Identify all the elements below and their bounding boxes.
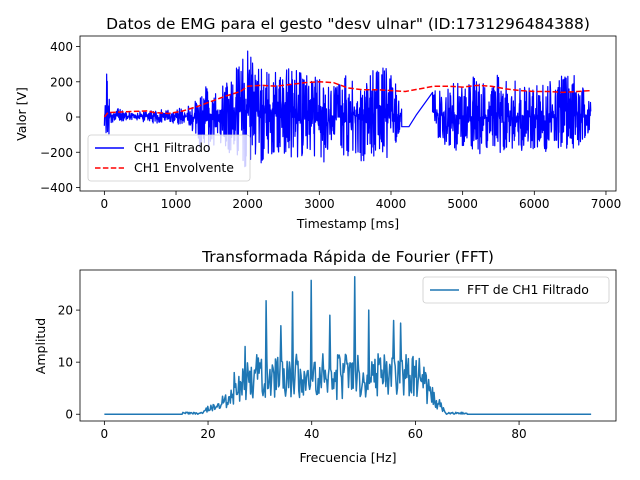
- emg-ticks: 0 1000 2000 3000 4000 5000 6000 7000 −400 −200 0 20…: [40, 40, 621, 211]
- fft-xlabel: Frecuencia [Hz]: [300, 450, 397, 465]
- fft-ticks: 0 20 40 60 80 0 10 20: [58, 304, 527, 441]
- emg-xlabel: Timestamp [ms]: [296, 216, 399, 231]
- emg-legend-label-filtrado: CH1 Filtrado: [134, 140, 211, 155]
- fft-legend: FFT de CH1 Filtrado: [422, 276, 610, 304]
- fft-chart: Transformada Rápida de Fourier (FFT) 0 20…: [33, 248, 617, 465]
- emg-plot-area: [103, 50, 592, 168]
- emg-legend-box: [87, 134, 251, 182]
- emg-xtick-label: 6000: [519, 197, 550, 211]
- emg-legend: CH1 Filtrado CH1 Envolvente: [87, 134, 251, 182]
- emg-xtick-label: 4000: [376, 197, 407, 211]
- emg-ylabel: Valor [V]: [14, 87, 29, 141]
- emg-xtick-label: 0: [101, 197, 109, 211]
- emg-legend-label-envolvente: CH1 Envolvente: [134, 160, 234, 175]
- fft-xtick-label: 40: [304, 427, 319, 441]
- emg-ytick-label: −400: [40, 181, 73, 195]
- fft-xtick-label: 60: [408, 427, 423, 441]
- emg-xtick-label: 7000: [591, 197, 622, 211]
- emg-ytick-label: −200: [40, 146, 73, 160]
- emg-chart-title: Datos de EMG para el gesto "desv ulnar" …: [106, 15, 590, 33]
- emg-ytick-label: 0: [65, 111, 73, 125]
- fft-axes-frame: [79, 269, 617, 422]
- fft-legend-box: [422, 276, 610, 304]
- emg-ytick-label: 200: [50, 75, 73, 89]
- fft-ytick-label: 10: [58, 356, 73, 370]
- emg-xtick-label: 5000: [447, 197, 478, 211]
- emg-series-group: [103, 50, 592, 168]
- fft-xtick-label: 0: [101, 427, 109, 441]
- fft-series-group: [104, 276, 592, 415]
- emg-ytick-label: 400: [50, 40, 73, 54]
- series-ch1-filtrado-line: [103, 50, 592, 168]
- fft-plot-area: [104, 276, 592, 415]
- fft-legend-label: FFT de CH1 Filtrado: [467, 282, 589, 297]
- emg-xtick-label: 2000: [232, 197, 263, 211]
- fft-ylabel: Amplitud: [33, 318, 48, 374]
- fft-ytick-label: 20: [58, 304, 73, 318]
- fft-ytick-label: 0: [65, 408, 73, 422]
- emg-xtick-label: 1000: [161, 197, 192, 211]
- series-ch1-envolvente-line: [103, 81, 591, 118]
- series-fft-line: [104, 276, 592, 415]
- fft-xtick-label: 80: [511, 427, 526, 441]
- emg-chart: Datos de EMG para el gesto "desv ulnar" …: [14, 15, 621, 231]
- fft-xtick-label: 20: [200, 427, 215, 441]
- emg-axes-frame: [79, 35, 617, 192]
- fft-chart-title: Transformada Rápida de Fourier (FFT): [201, 248, 494, 266]
- emg-xtick-label: 3000: [304, 197, 335, 211]
